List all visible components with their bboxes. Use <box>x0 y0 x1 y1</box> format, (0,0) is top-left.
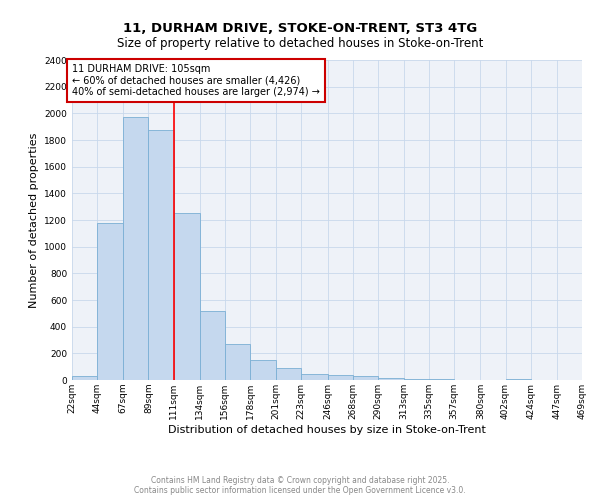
Text: Size of property relative to detached houses in Stoke-on-Trent: Size of property relative to detached ho… <box>117 38 483 51</box>
Text: 11 DURHAM DRIVE: 105sqm
← 60% of detached houses are smaller (4,426)
40% of semi: 11 DURHAM DRIVE: 105sqm ← 60% of detache… <box>72 64 320 97</box>
Bar <box>97 224 124 380</box>
Bar <box>124 116 148 380</box>
Bar <box>276 368 301 380</box>
Bar <box>250 360 276 380</box>
X-axis label: Distribution of detached houses by size in Stoke-on-Trent: Distribution of detached houses by size … <box>168 424 486 434</box>
Bar <box>173 214 200 380</box>
Bar <box>148 130 173 380</box>
Y-axis label: Number of detached properties: Number of detached properties <box>29 132 38 308</box>
Bar <box>353 376 378 380</box>
Bar <box>378 378 404 380</box>
Bar <box>225 344 250 380</box>
Bar <box>301 374 328 380</box>
Bar <box>328 376 353 380</box>
Text: 11, DURHAM DRIVE, STOKE-ON-TRENT, ST3 4TG: 11, DURHAM DRIVE, STOKE-ON-TRENT, ST3 4T… <box>123 22 477 36</box>
Bar <box>200 310 225 380</box>
Text: Contains HM Land Registry data © Crown copyright and database right 2025.
Contai: Contains HM Land Registry data © Crown c… <box>134 476 466 495</box>
Bar <box>72 376 97 380</box>
